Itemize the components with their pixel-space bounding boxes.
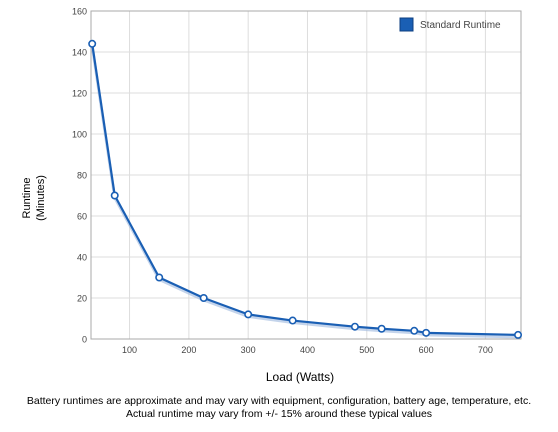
y-tick-label: 100 (72, 130, 87, 140)
y-axis-label-line1: Runtime (21, 178, 33, 219)
data-point[interactable] (422, 328, 431, 337)
x-tick-label: 600 (419, 345, 434, 355)
y-tick-label: 80 (77, 171, 87, 181)
x-tick-label: 300 (241, 345, 256, 355)
legend-swatch (399, 17, 414, 32)
data-point[interactable] (244, 310, 253, 319)
y-tick-label: 160 (72, 7, 87, 17)
x-tick-label: 700 (478, 345, 493, 355)
data-point[interactable] (288, 316, 297, 325)
series-line (91, 43, 519, 336)
series-line-shadow (90, 45, 519, 339)
footnote-line-2: Actual runtime may vary from +/- 15% aro… (125, 408, 433, 420)
runtime-chart: 0 20 40 60 80 100 120 140 160 100 200 300 400 500 600… (21, 7, 523, 384)
y-tick-label: 0 (82, 335, 87, 345)
footnote-line-1: Battery runtimes are approximate and may… (26, 395, 532, 407)
y-axis-label-line2: (Minutes) (35, 175, 47, 221)
x-tick-label: 100 (122, 345, 137, 355)
grid-lines (91, 11, 521, 339)
data-point[interactable] (88, 39, 97, 48)
data-point[interactable] (110, 191, 119, 200)
x-tick-label: 400 (300, 345, 315, 355)
series-standard-runtime (88, 39, 523, 339)
y-tick-label: 20 (77, 294, 87, 304)
legend[interactable]: Standard Runtime (399, 17, 501, 32)
x-tick-label: 200 (181, 345, 196, 355)
y-tick-labels: 0 20 40 60 80 100 120 140 160 (72, 7, 87, 345)
data-point[interactable] (155, 273, 164, 282)
y-tick-label: 120 (72, 89, 87, 99)
x-tick-label: 500 (359, 345, 374, 355)
data-point[interactable] (377, 324, 386, 333)
plot-frame (90, 10, 522, 340)
data-point[interactable] (199, 293, 208, 302)
y-tick-label: 140 (72, 48, 87, 58)
legend-label-standard-runtime: Standard Runtime (420, 20, 501, 31)
y-tick-label: 40 (77, 253, 87, 263)
x-axis-label: Load (Watts) (266, 370, 334, 384)
data-point[interactable] (410, 326, 419, 335)
data-point[interactable] (350, 322, 359, 331)
y-tick-label: 60 (77, 212, 87, 222)
data-point[interactable] (514, 330, 523, 339)
x-tick-labels: 100 200 300 400 500 600 700 (122, 345, 493, 355)
